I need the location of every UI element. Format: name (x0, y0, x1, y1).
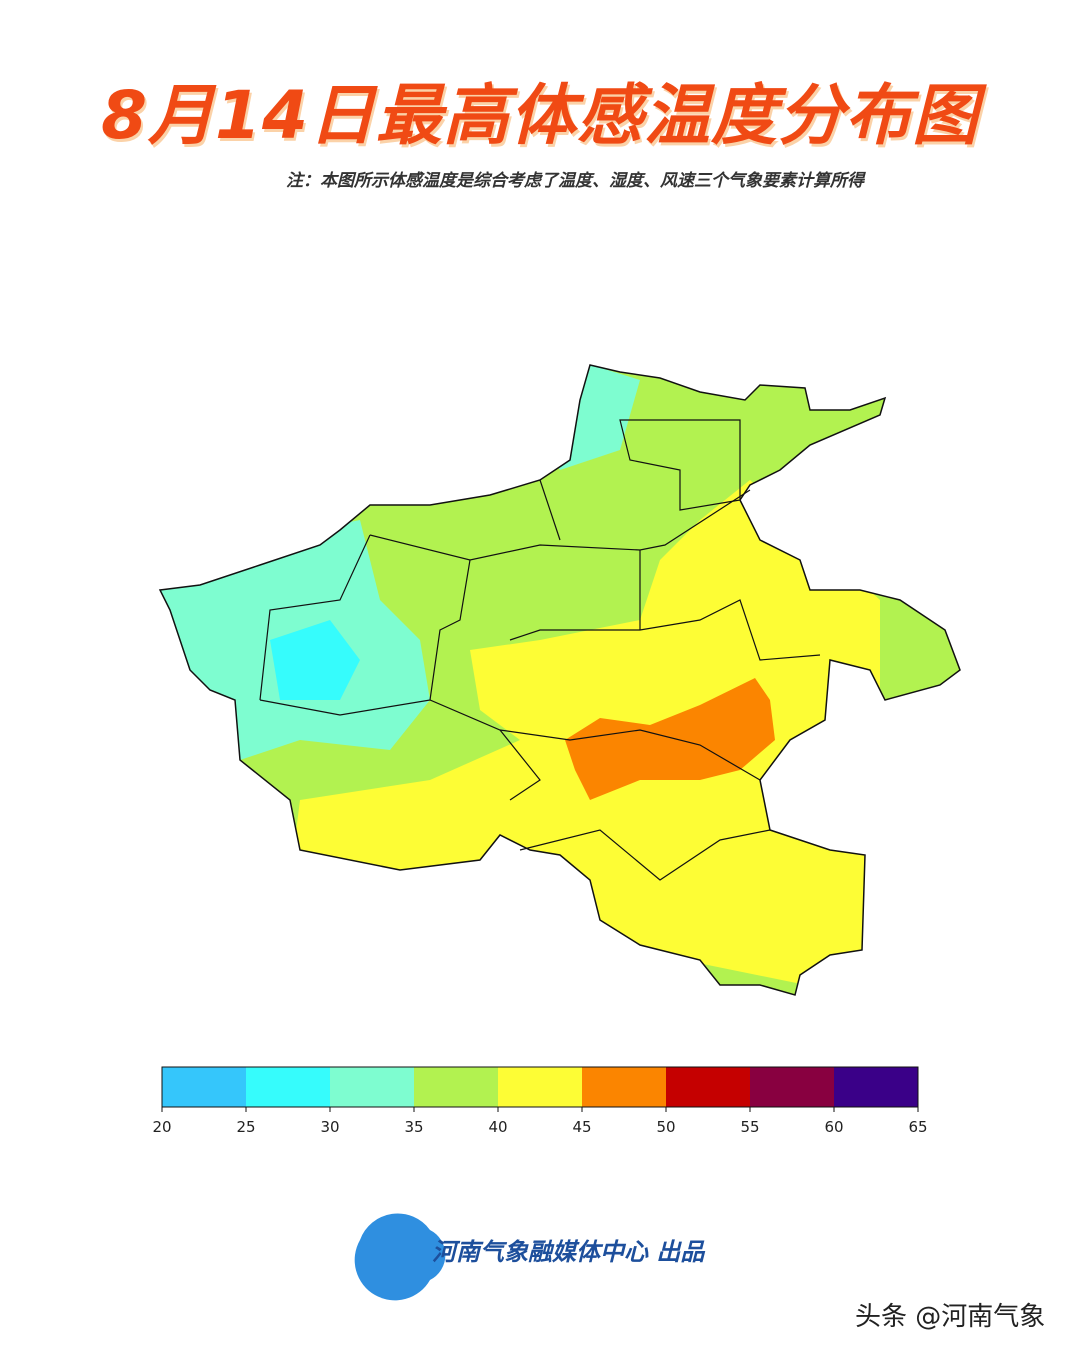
tick-label: 35 (404, 1118, 423, 1136)
colorbar-bin (414, 1067, 498, 1107)
tick-label: 45 (572, 1118, 591, 1136)
tick-label: 30 (320, 1118, 339, 1136)
logo (354, 1213, 446, 1301)
city-borders (259, 419, 821, 881)
tick-label: 65 (908, 1118, 927, 1136)
credit: 河南气象融媒体中心 出品 (432, 1237, 705, 1266)
colorbar-bin (330, 1067, 414, 1107)
tick-label: 20 (152, 1118, 171, 1136)
tick-label: 50 (656, 1118, 675, 1136)
tick-label: 55 (740, 1118, 759, 1136)
note: 注：本图所示体感温度是综合考虑了温度、湿度、风速三个气象要素计算所得 (286, 171, 864, 191)
province-border (158, 364, 961, 996)
tick-label: 25 (236, 1118, 255, 1136)
temperature-field (160, 365, 960, 995)
colorbar-bin (582, 1067, 666, 1107)
watermark: 头条 @河南气象 (855, 1302, 1046, 1332)
tick-label: 60 (824, 1118, 843, 1136)
colorbar: 20 25 30 35 40 45 50 55 60 65 (152, 1066, 928, 1136)
colorbar-bin (162, 1067, 246, 1107)
tick-label: 40 (488, 1118, 507, 1136)
colorbar-bin (666, 1067, 750, 1107)
colorbar-bin (246, 1067, 330, 1107)
colorbar-bin (834, 1067, 918, 1107)
colorbar-bin (750, 1067, 834, 1107)
title: 8月14日最高体感温度分布图 (101, 77, 979, 154)
colorbar-bin (498, 1067, 582, 1107)
colorbar-frame (161, 1066, 919, 1108)
